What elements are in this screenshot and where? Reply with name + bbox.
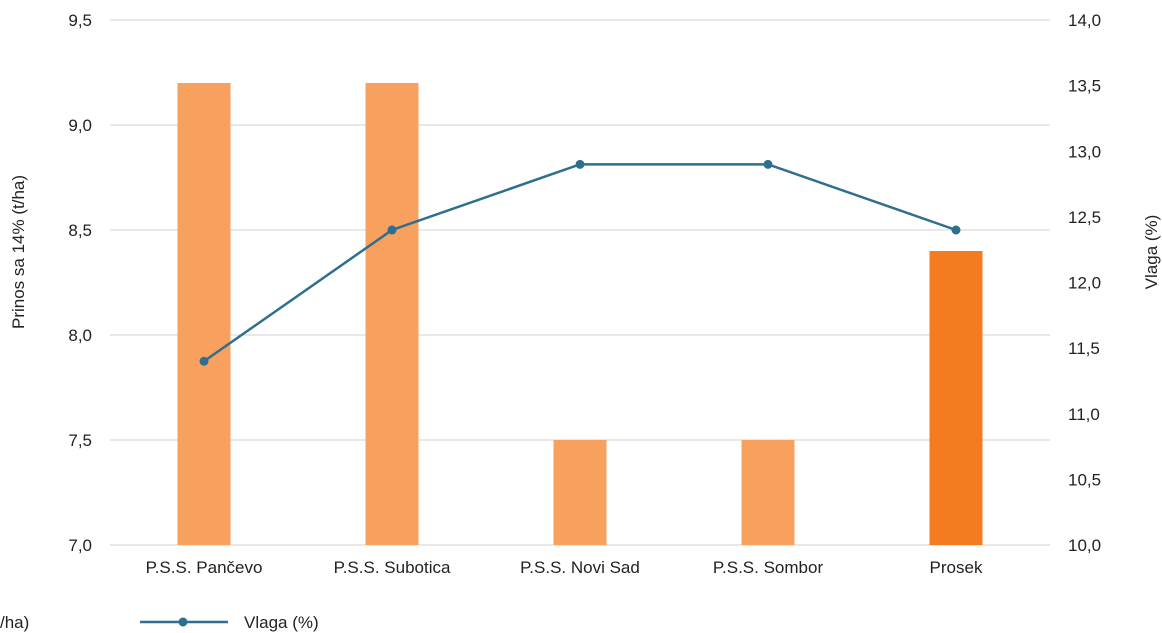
bar-4 [929,251,983,545]
moisture-point-3 [763,159,773,169]
gridlines [110,19,1050,546]
legend-item-moisture: Vlaga (%) [244,613,319,632]
left-tick-label: 7,0 [68,536,92,555]
category-label: P.S.S. Subotica [334,558,451,577]
category-label: P.S.S. Pančevo [146,558,263,577]
legend-marker-swatch [178,617,188,627]
legend-item-clipped: /ha) [0,613,29,632]
category-axis-labels: P.S.S. Pančevo P.S.S. Subotica P.S.S. Novi… [146,558,983,577]
bar-1 [365,83,419,545]
moisture-point-2 [575,159,585,169]
category-label: Prosek [930,558,983,577]
moisture-point-0 [199,356,209,366]
right-axis-ticks: 10,0 10,5 11,0 11,5 12,0 12,5 13,0 13,5 14,0 [1068,11,1101,555]
moisture-line [203,163,957,363]
left-axis-title: Prinos sa 14% (t/ha) [9,175,28,329]
left-tick-label: 8,5 [68,221,92,240]
right-tick-label: 11,5 [1068,339,1100,358]
right-tick-label: 10,0 [1068,536,1101,555]
moisture-point-1 [387,225,397,235]
bar-3 [741,440,795,545]
legend: /ha) Vlaga (%) [0,613,319,632]
left-tick-label: 9,0 [68,116,92,135]
right-tick-label: 14,0 [1068,11,1101,30]
right-tick-label: 10,5 [1068,470,1101,489]
category-label: P.S.S. Sombor [713,558,824,577]
right-tick-label: 12,0 [1068,274,1101,293]
right-tick-label: 13,0 [1068,142,1101,161]
right-tick-label: 13,5 [1068,77,1101,96]
left-tick-label: 8,0 [68,326,92,345]
left-tick-label: 9,5 [68,11,92,30]
bar-0 [177,83,231,545]
right-axis-title: Vlaga (%) [1142,215,1161,290]
bar-2 [553,440,607,545]
moisture-line-series [199,159,961,366]
left-tick-label: 7,5 [68,431,92,450]
right-tick-label: 11,0 [1068,405,1100,424]
moisture-point-4 [951,225,961,235]
left-axis-ticks: 7,0 7,5 8,0 8,5 9,0 9,5 [68,11,92,555]
bars [177,83,983,545]
right-tick-label: 12,5 [1068,208,1101,227]
category-label: P.S.S. Novi Sad [520,558,640,577]
